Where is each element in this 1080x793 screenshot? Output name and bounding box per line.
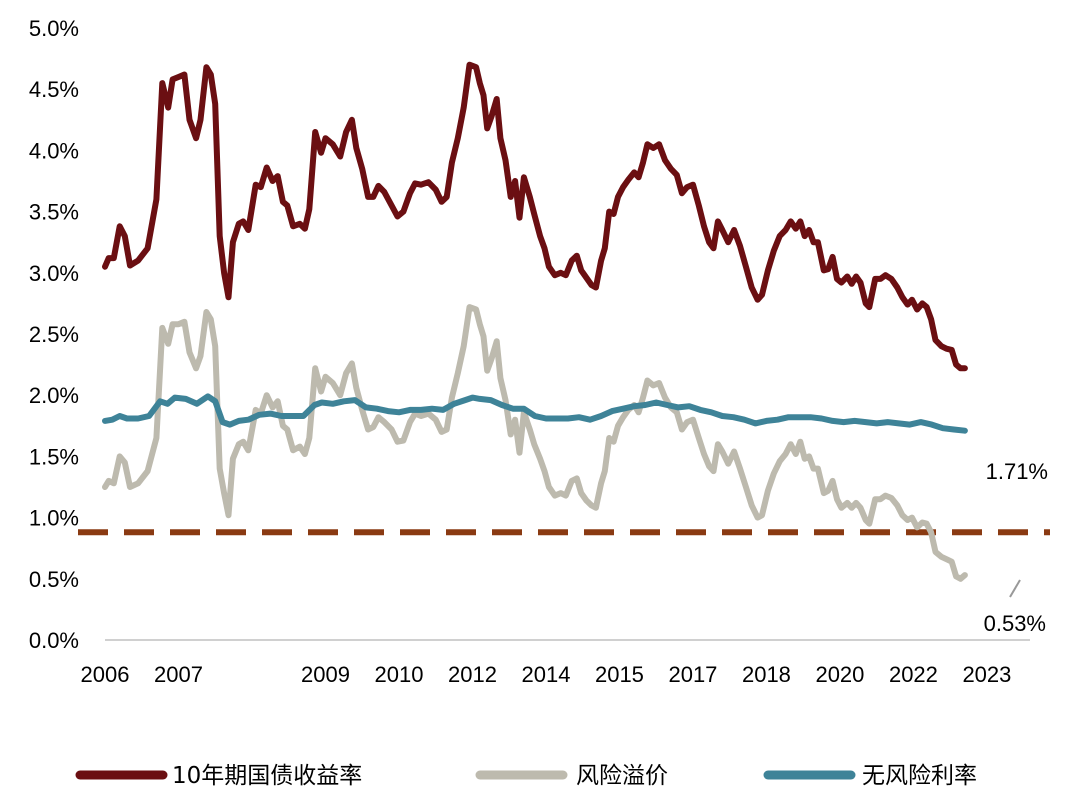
x-tick-label: 2014 <box>521 662 570 687</box>
x-tick-label: 2020 <box>815 662 864 687</box>
x-tick-label: 2018 <box>742 662 791 687</box>
x-tick-label: 2023 <box>962 662 1011 687</box>
series-line-10y-yield <box>102 61 968 372</box>
x-tick-label: 2007 <box>154 662 203 687</box>
annotation-risk-free-rate: 1.71% <box>986 459 1048 484</box>
y-tick-label: 1.0% <box>29 506 79 531</box>
x-tick-label: 2015 <box>595 662 644 687</box>
y-axis-ticks: 0.0% 0.5% 1.0% 1.5% 2.0% 2.5% 3.0% 3.5% 4.0% 4.5%… <box>29 16 79 653</box>
legend-item-10y-yield: 10年期国债收益率 <box>75 763 362 789</box>
x-axis-ticks: 2006 2007 2009 2010 2012 2014 2015 2017 2018 2020… <box>81 662 1012 687</box>
legend-label-10y-yield: 10年期国债收益率 <box>172 763 362 789</box>
legend-item-risk-premium: 风险溢价 <box>475 763 668 789</box>
y-tick-label: 2.0% <box>29 383 79 408</box>
y-tick-label: 4.0% <box>29 138 79 163</box>
annotation-risk-premium: 0.53% <box>984 611 1046 636</box>
legend: 10年期国债收益率 风险溢价 无风险利率 <box>75 763 977 789</box>
x-tick-label: 2022 <box>889 662 938 687</box>
annotations: 1.71% 0.53% <box>984 459 1048 636</box>
x-tick-label: 2017 <box>668 662 717 687</box>
y-tick-label: 5.0% <box>29 16 79 41</box>
annotation-leader-line <box>1009 579 1021 598</box>
y-tick-label: 0.0% <box>29 628 79 653</box>
legend-label-risk-premium: 风险溢价 <box>576 763 668 789</box>
legend-label-risk-free-rate: 无风险利率 <box>862 763 977 789</box>
x-tick-label: 2010 <box>374 662 423 687</box>
y-tick-label: 0.5% <box>29 567 79 592</box>
y-tick-label: 4.5% <box>29 77 79 102</box>
y-tick-label: 3.0% <box>29 261 79 286</box>
series-line-risk-premium <box>102 304 968 582</box>
x-tick-label: 2009 <box>301 662 350 687</box>
y-tick-label: 3.5% <box>29 200 79 225</box>
x-tick-label: 2006 <box>81 662 130 687</box>
series-line-risk-free-rate <box>102 393 968 434</box>
y-tick-label: 1.5% <box>29 444 79 469</box>
y-tick-label: 2.5% <box>29 322 79 347</box>
series-lines <box>102 61 968 582</box>
x-tick-label: 2012 <box>448 662 497 687</box>
legend-item-risk-free-rate: 无风险利率 <box>763 763 977 789</box>
